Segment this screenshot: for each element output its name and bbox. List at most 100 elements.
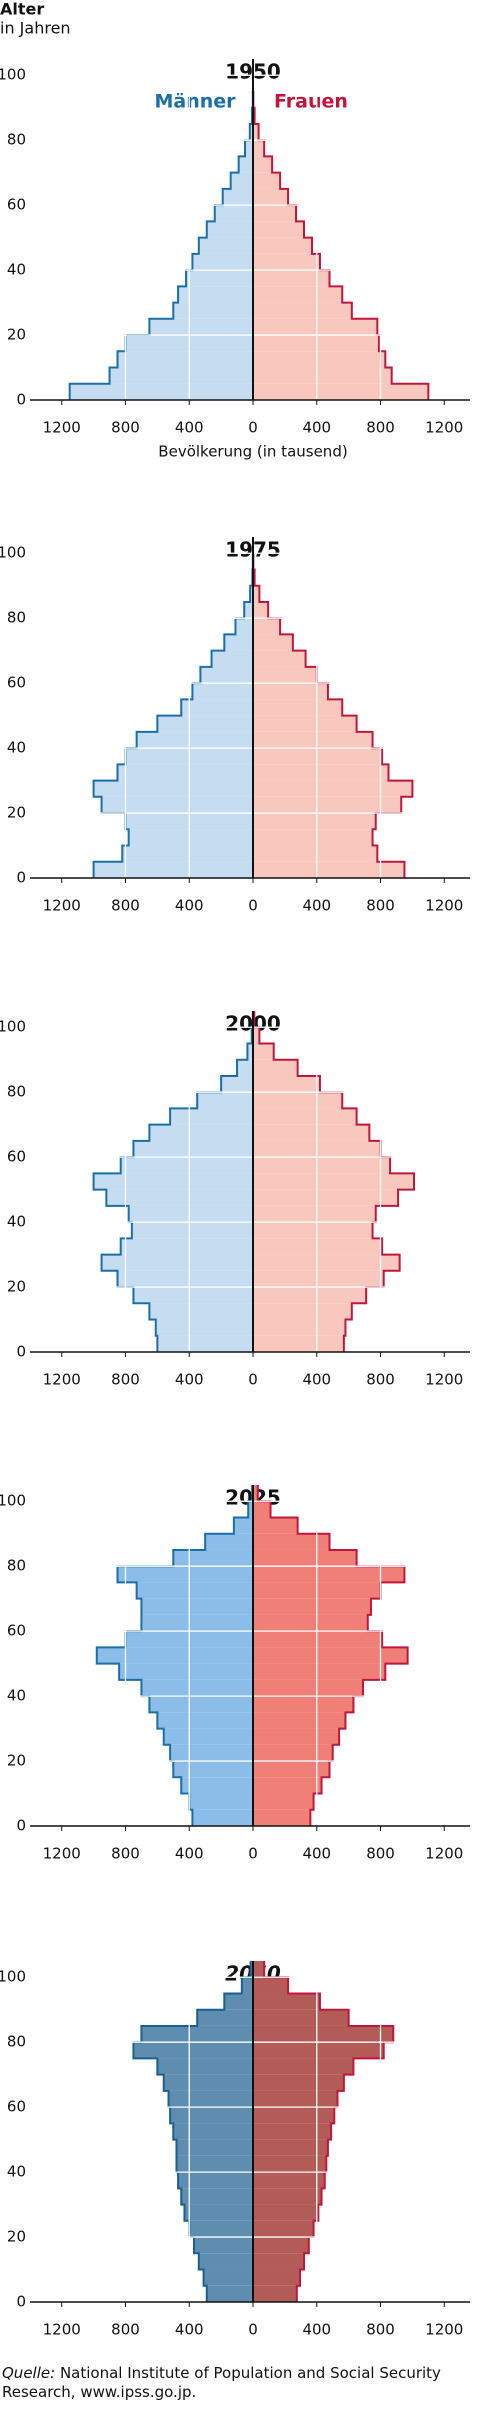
y-tick-label: 40 [7, 2163, 26, 2181]
x-tick-label: 400 [302, 1845, 331, 1863]
x-tick-label: 1200 [425, 419, 463, 437]
bar [253, 1977, 289, 1994]
bar [253, 2285, 297, 2302]
bar [176, 2139, 253, 2156]
bar [163, 1728, 253, 1745]
bar [253, 1335, 344, 1352]
bar [253, 1631, 383, 1648]
outline [256, 1485, 409, 1826]
x-tick-label: 400 [302, 2321, 331, 2339]
bar [253, 2042, 384, 2059]
bar [192, 253, 253, 271]
bar [253, 2253, 305, 2270]
bar [253, 1173, 414, 1190]
bar [178, 286, 253, 303]
bar [128, 829, 253, 846]
bar [253, 270, 330, 287]
bar [181, 2188, 253, 2205]
bar [194, 2237, 253, 2254]
bar [192, 683, 253, 700]
bar [221, 1075, 253, 1093]
bar [253, 156, 273, 173]
bar [253, 1238, 383, 1255]
bar [170, 1744, 253, 1762]
bar [253, 367, 392, 384]
outline [252, 537, 414, 878]
bar [253, 731, 373, 749]
bar [253, 1647, 408, 1664]
x-tick-label: 0 [248, 1371, 258, 1389]
x-tick-label: 0 [248, 1845, 258, 1863]
y-tick-label: 0 [16, 869, 26, 887]
y-tick-label: 40 [7, 261, 26, 279]
y-tick-label: 80 [7, 2033, 26, 2051]
bar [211, 650, 253, 667]
x-tick-label: 400 [175, 419, 204, 437]
bar [222, 188, 253, 206]
bar [253, 253, 320, 271]
bar [189, 2220, 253, 2238]
bar [253, 123, 259, 141]
bar [253, 683, 328, 700]
bar [253, 601, 269, 619]
bar [253, 1043, 274, 1060]
legend-label: Männer [154, 91, 236, 113]
bar [206, 221, 253, 238]
bar [117, 351, 253, 368]
bar [101, 1254, 253, 1271]
y-tick-label: 60 [7, 1622, 26, 1640]
outline [95, 1485, 254, 1826]
bar [253, 221, 305, 238]
bar [197, 2009, 253, 2026]
bar [192, 1809, 253, 1826]
x-tick-label: 400 [175, 1845, 204, 1863]
bar [253, 845, 378, 862]
source-text: National Institute of Population and Soc… [2, 2364, 441, 2401]
x-tick-label: 1200 [425, 2321, 463, 2339]
bar [253, 666, 317, 684]
y-tick-label: 40 [7, 739, 26, 757]
x-tick-label: 800 [111, 419, 140, 437]
bar [149, 1303, 253, 1320]
bar [133, 1140, 253, 1158]
y-tick-label: 0 [16, 1817, 26, 1835]
bar [214, 205, 253, 222]
y-tick-label: 60 [7, 674, 26, 692]
bar [117, 1270, 253, 1288]
bar [253, 1205, 376, 1223]
bar [157, 1335, 253, 1352]
bar [253, 2220, 314, 2238]
x-tick-label: 1200 [43, 1845, 81, 1863]
bar [253, 861, 405, 878]
x-tick-label: 1200 [425, 897, 463, 915]
y-tick-label: 100 [0, 1492, 26, 1510]
bar [237, 1059, 253, 1076]
bar [253, 1793, 314, 1810]
x-tick-label: 400 [175, 2321, 204, 2339]
bar [93, 1173, 253, 1190]
bar [122, 845, 253, 862]
bar [253, 1679, 363, 1697]
bar [253, 813, 376, 830]
bar [117, 764, 253, 781]
bar [253, 172, 281, 189]
bar [253, 351, 386, 368]
bar [253, 1614, 368, 1632]
bar [253, 585, 260, 602]
bar [253, 2155, 327, 2173]
bar [136, 1582, 253, 1599]
x-tick-label: 1200 [43, 897, 81, 915]
bar [253, 1809, 311, 1826]
x-tick-label: 0 [248, 2321, 258, 2339]
bar [253, 2107, 335, 2124]
bar [241, 1977, 253, 1994]
bar [93, 861, 253, 878]
x-tick-label: 1200 [43, 419, 81, 437]
bar [253, 318, 378, 336]
y-tick-label: 60 [7, 196, 26, 214]
y-tick-label: 100 [0, 66, 26, 84]
bar [203, 2269, 253, 2286]
x-tick-label: 400 [302, 897, 331, 915]
bar [253, 650, 306, 667]
bar [238, 156, 253, 173]
